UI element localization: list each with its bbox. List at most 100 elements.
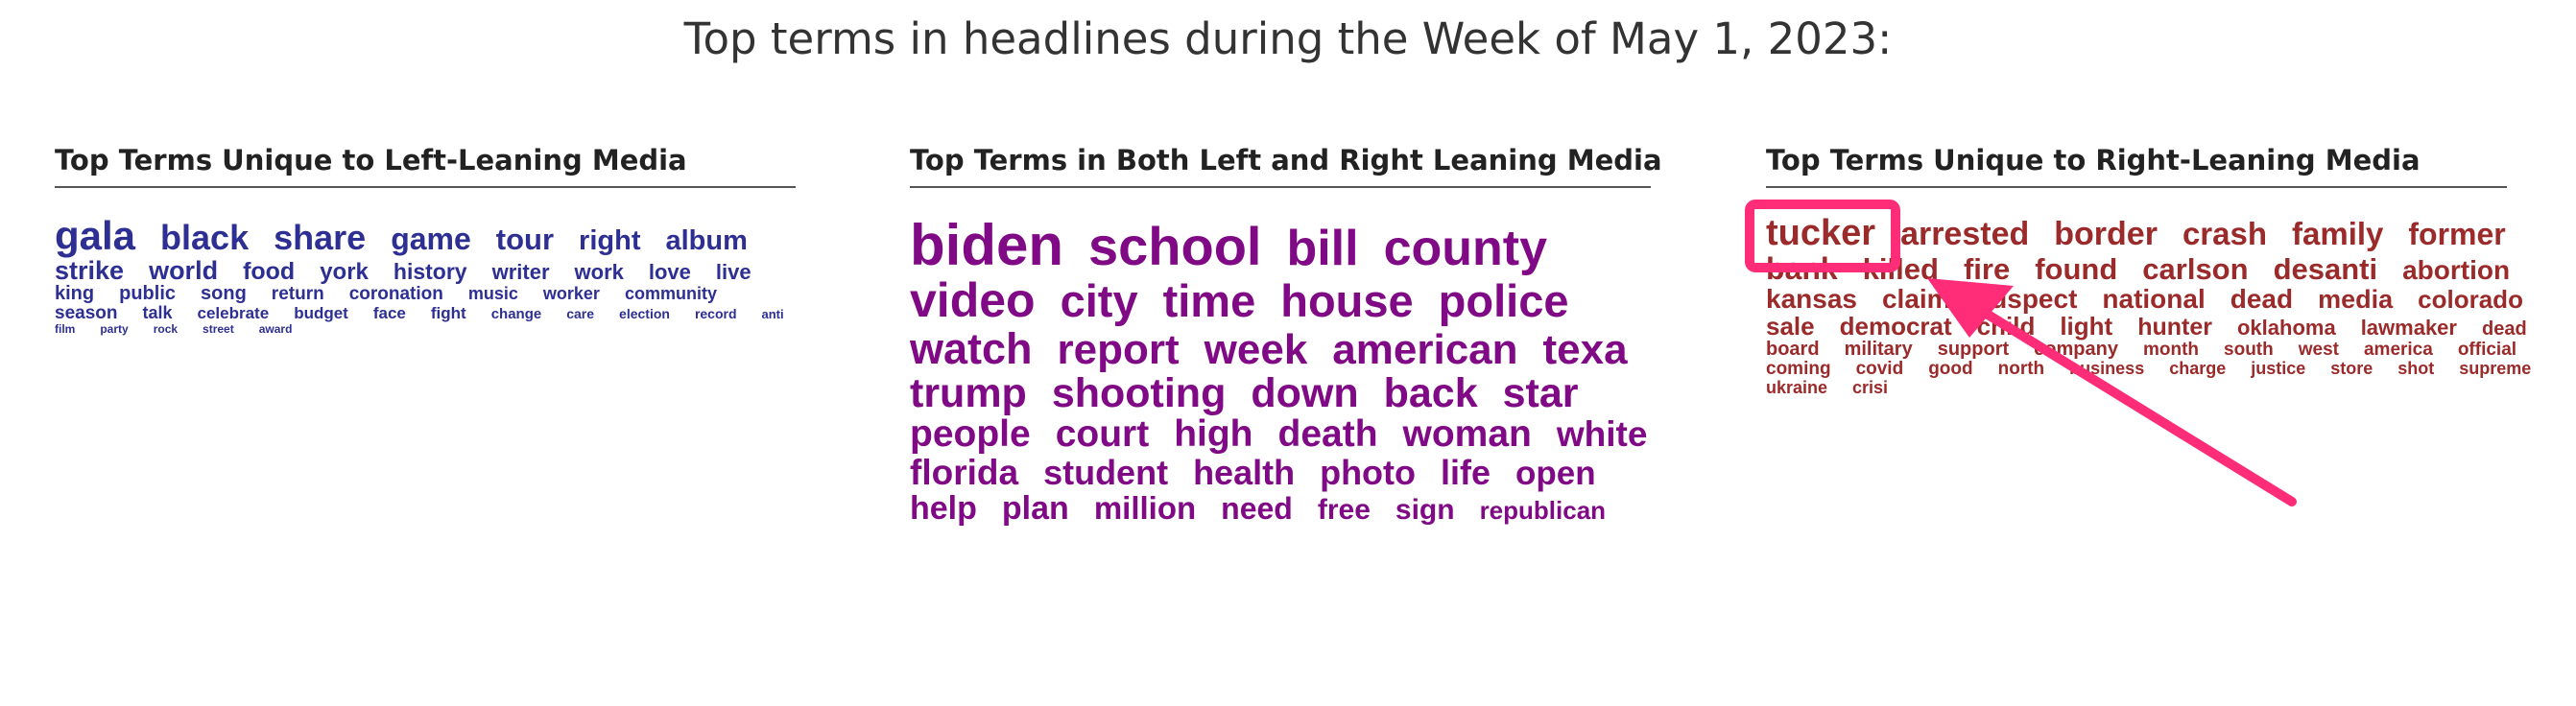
cloud-term-change: change — [490, 306, 542, 323]
cloud-term-shooting: shooting — [1051, 369, 1227, 416]
cloud-term-return: return — [271, 284, 324, 305]
cloud-term-strike: strike — [55, 256, 125, 286]
cloud-term-world: world — [149, 256, 219, 286]
cloud-term-supreme: supreme — [2459, 359, 2532, 379]
cloud-term-dead: dead — [2481, 318, 2527, 340]
cloud-term-ukraine: ukraine — [1766, 378, 1828, 398]
cloud-term-care: care — [566, 306, 595, 322]
cloud-term-death: death — [1277, 412, 1378, 455]
cloud-term-florida: florida — [910, 452, 1019, 492]
cloud-term-fire: fire — [1963, 251, 2011, 286]
cloud-term-woman: woman — [1402, 412, 1532, 455]
cloud-term-work: work — [574, 260, 624, 285]
cloud-term-election: election — [619, 306, 670, 322]
cloud-term-bank: bank — [1766, 250, 1838, 286]
cloud-term-student: student — [1043, 452, 1169, 492]
cloud-term-black: black — [160, 218, 250, 257]
cloud-term-season: season — [55, 303, 118, 324]
cloud-term-help: help — [910, 489, 977, 527]
cloud-term-week: week — [1204, 325, 1308, 373]
cloud-term-watch: watch — [910, 323, 1033, 373]
cloud-term-fight: fight — [430, 304, 466, 323]
cloud-term-killed: killed — [1862, 251, 1939, 286]
cloud-term-life: life — [1441, 452, 1491, 492]
cloud-term-store: store — [2330, 359, 2373, 379]
cloud-term-business: business — [2069, 359, 2145, 379]
cloud-term-community: community — [624, 284, 717, 304]
cloud-term-rock: rock — [153, 322, 179, 337]
cloud-term-album: album — [665, 225, 748, 256]
cloud-term-sign: sign — [1395, 493, 1455, 526]
cloud-term-award: award — [258, 322, 293, 337]
cloud-term-down: down — [1251, 369, 1359, 416]
cloud-term-republican: republican — [1479, 495, 1607, 525]
cloud-term-light: light — [2060, 311, 2113, 341]
page-title: Top terms in headlines during the Week o… — [683, 13, 1893, 64]
cloud-term-york: york — [320, 259, 369, 286]
cloud-term-democrat: democrat — [1839, 311, 1952, 341]
cloud-term-worker: worker — [542, 284, 600, 304]
cloud-term-arrested: arrested — [1900, 216, 2030, 252]
right-leaning-panel: Top Terms Unique to Right-Leaning Media … — [1766, 144, 2531, 397]
cloud-term-carlson: carlson — [2142, 251, 2249, 286]
cloud-term-child: child — [1976, 311, 2036, 341]
cloud-term-south: south — [2224, 340, 2274, 361]
left-leaning-heading: Top Terms Unique to Left-Leaning Media — [55, 144, 796, 188]
cloud-term-sale: sale — [1766, 311, 1815, 341]
cloud-term-budget: budget — [294, 304, 348, 323]
cloud-term-back: back — [1383, 369, 1478, 416]
cloud-term-national: national — [2102, 284, 2206, 315]
cloud-term-military: military — [1844, 339, 1913, 361]
cloud-term-tour: tour — [495, 223, 555, 256]
cloud-term-official: official — [2457, 340, 2517, 361]
cloud-term-white: white — [1556, 413, 1648, 454]
cloud-term-month: month — [2142, 340, 2200, 361]
cloud-term-street: street — [203, 322, 234, 337]
cloud-term-record: record — [694, 306, 737, 322]
cloud-term-health: health — [1193, 452, 1296, 492]
cloud-term-film: film — [55, 322, 76, 337]
cloud-term-kansas: kansas — [1766, 284, 1857, 315]
cloud-term-claim: claim — [1881, 284, 1951, 315]
cloud-term-police: police — [1438, 275, 1569, 326]
cloud-term-support: support — [1937, 339, 2010, 361]
right-leaning-word-cloud: tucker arrested border crash family former ban… — [1766, 214, 2553, 398]
cloud-term-north: north — [1997, 359, 2045, 380]
cloud-term-trump: trump — [910, 369, 1027, 416]
cloud-term-house: house — [1280, 275, 1414, 326]
cloud-term-former: former — [2408, 217, 2506, 251]
cloud-term-face: face — [372, 304, 406, 323]
right-leaning-heading: Top Terms Unique to Right-Leaning Media — [1766, 144, 2507, 188]
cloud-term-need: need — [1221, 490, 1293, 526]
cloud-term-american: american — [1332, 325, 1518, 373]
cloud-term-shot: shot — [2397, 359, 2435, 379]
cloud-term-share: share — [274, 218, 367, 257]
cloud-term-video: video — [910, 273, 1036, 327]
cloud-term-people: people — [910, 412, 1031, 455]
cloud-term-west: west — [2298, 340, 2339, 361]
cloud-term-found: found — [2035, 251, 2118, 286]
left-leaning-word-cloud: gala black share game tour right album strike wo… — [55, 214, 796, 337]
cloud-term-report: report — [1057, 325, 1180, 373]
cloud-term-game: game — [391, 222, 471, 256]
cloud-term-oklahoma: oklahoma — [2236, 315, 2336, 340]
cloud-term-music: music — [467, 284, 518, 304]
cloud-term-covid: covid — [1855, 359, 1904, 380]
cloud-term-bill: bill — [1286, 221, 1359, 276]
cloud-term-time: time — [1162, 275, 1256, 326]
cloud-term-photo: photo — [1320, 452, 1417, 492]
cloud-term-abortion: abortion — [2402, 254, 2511, 285]
cloud-term-school: school — [1088, 216, 1262, 276]
cloud-term-love: love — [648, 260, 691, 285]
cloud-term-talk: talk — [142, 303, 173, 323]
cloud-term-plan: plan — [1001, 489, 1069, 527]
cloud-term-high: high — [1174, 412, 1253, 455]
cloud-term-texa: texa — [1542, 325, 1628, 373]
cloud-term-suspect: suspect — [1975, 284, 2078, 315]
cloud-term-lawmaker: lawmaker — [2360, 315, 2457, 340]
cloud-term-company: company — [2034, 339, 2118, 361]
both-leaning-word-cloud: biden school bill county video city time house p… — [910, 215, 1651, 526]
cloud-term-colorado: colorado — [2418, 285, 2523, 315]
cloud-term-family: family — [2292, 216, 2384, 251]
cloud-term-america: america — [2363, 340, 2433, 361]
